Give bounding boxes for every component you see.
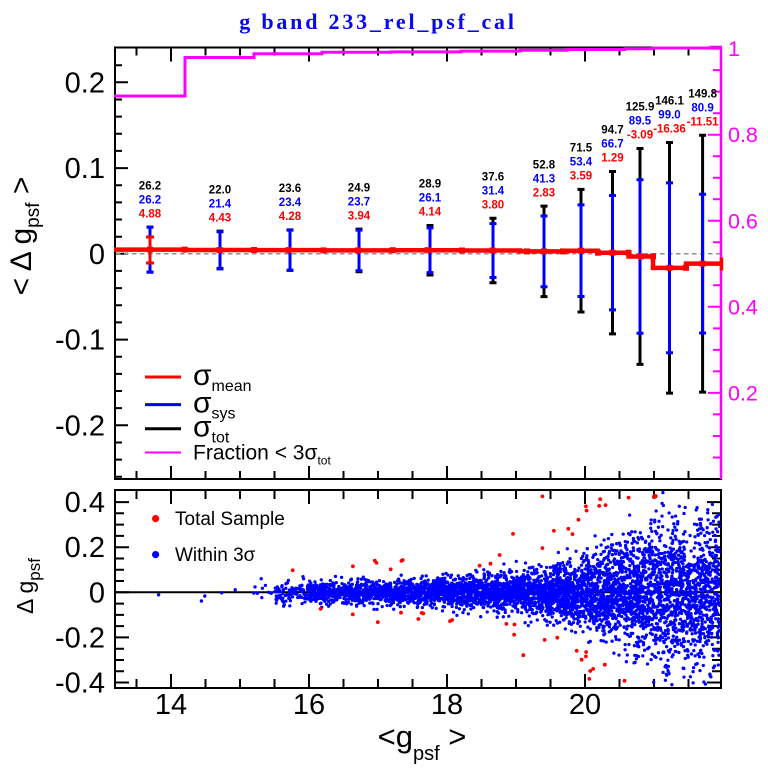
svg-text:1.29: 1.29 (601, 153, 623, 165)
svg-text:41.3: 41.3 (533, 173, 555, 185)
svg-text:0: 0 (89, 577, 105, 609)
svg-text:18: 18 (431, 689, 463, 721)
svg-text:28.9: 28.9 (419, 179, 441, 191)
svg-text:4.28: 4.28 (279, 211, 302, 223)
svg-text:0.2: 0.2 (65, 67, 105, 99)
svg-text:23.4: 23.4 (279, 197, 302, 209)
svg-text:20: 20 (569, 689, 601, 721)
svg-text:0.4: 0.4 (728, 295, 758, 319)
svg-text:4.43: 4.43 (209, 212, 231, 224)
svg-text:24.9: 24.9 (348, 182, 370, 194)
svg-text:14: 14 (155, 689, 187, 721)
svg-text:-3.09: -3.09 (627, 130, 653, 142)
svg-text:0.2: 0.2 (65, 532, 105, 564)
svg-text:53.4: 53.4 (570, 157, 593, 169)
svg-text:80.9: 80.9 (691, 102, 713, 114)
svg-text:-11.51: -11.51 (687, 116, 720, 128)
svg-text:-0.1: -0.1 (55, 325, 105, 357)
svg-text:0.6: 0.6 (728, 209, 758, 233)
svg-text:-16.36: -16.36 (653, 124, 686, 136)
svg-text:4.88: 4.88 (139, 208, 162, 220)
svg-text:21.4: 21.4 (209, 198, 232, 210)
svg-text:23.7: 23.7 (348, 196, 370, 208)
svg-text:3.94: 3.94 (348, 210, 371, 222)
svg-text:g band 233_rel_psf_cal: g band 233_rel_psf_cal (239, 9, 517, 34)
svg-text:0.4: 0.4 (65, 487, 105, 519)
svg-text:71.5: 71.5 (570, 143, 593, 155)
svg-text:52.8: 52.8 (533, 159, 556, 171)
svg-text:26.2: 26.2 (139, 194, 161, 206)
svg-text:146.1: 146.1 (655, 96, 684, 108)
svg-text:31.4: 31.4 (482, 186, 505, 198)
svg-text:94.7: 94.7 (601, 125, 623, 137)
svg-text:99.0: 99.0 (658, 110, 680, 122)
svg-text:-0.4: -0.4 (55, 668, 105, 700)
svg-text:2.83: 2.83 (533, 187, 555, 199)
svg-text:23.6: 23.6 (279, 183, 301, 195)
svg-text:4.14: 4.14 (419, 207, 442, 219)
svg-text:0.2: 0.2 (728, 381, 758, 405)
svg-text:66.7: 66.7 (601, 139, 623, 151)
svg-text:26.1: 26.1 (419, 193, 442, 205)
svg-text:3.80: 3.80 (482, 200, 504, 212)
svg-text:149.8: 149.8 (688, 88, 717, 100)
svg-text:3.59: 3.59 (570, 171, 592, 183)
svg-text:1: 1 (728, 37, 740, 61)
svg-text:16: 16 (293, 689, 325, 721)
svg-text:-0.2: -0.2 (55, 410, 105, 442)
svg-text:0.8: 0.8 (728, 123, 758, 147)
svg-text:Fraction < 3σtot: Fraction < 3σtot (193, 442, 331, 468)
svg-text:0: 0 (89, 239, 105, 271)
svg-text:26.2: 26.2 (139, 180, 161, 192)
svg-text:0.1: 0.1 (65, 153, 105, 185)
svg-text:89.5: 89.5 (629, 116, 652, 128)
svg-text:125.9: 125.9 (626, 102, 655, 114)
svg-text:37.6: 37.6 (482, 172, 504, 184)
svg-text:22.0: 22.0 (209, 184, 231, 196)
svg-text:-0.2: -0.2 (55, 622, 105, 654)
svg-text:< Δ gpsf >: < Δ gpsf > (5, 177, 44, 296)
